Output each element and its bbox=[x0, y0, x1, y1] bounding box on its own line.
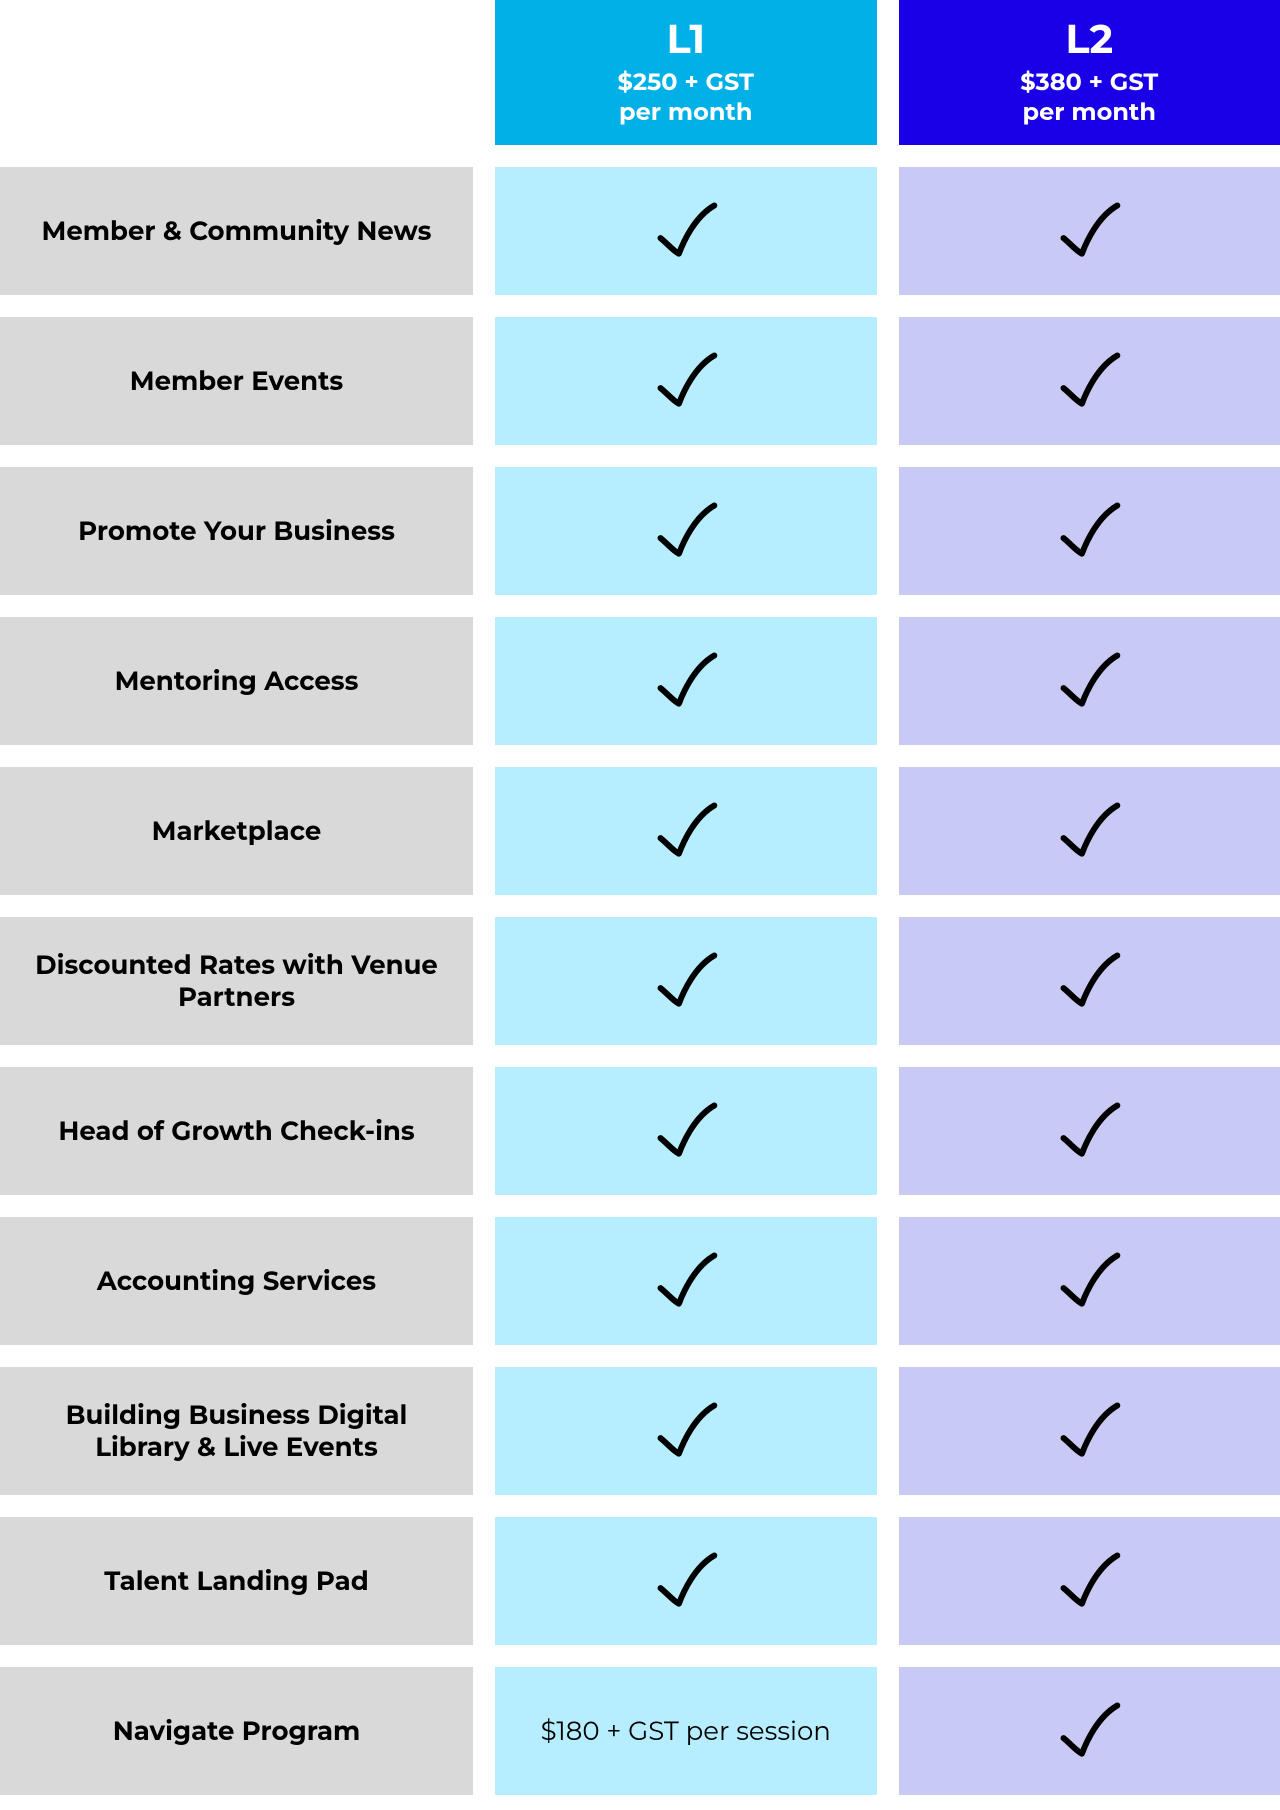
feature-cell-text: $180 + GST per session bbox=[541, 1715, 831, 1748]
check-icon bbox=[1055, 1697, 1123, 1765]
tier-name: L2 bbox=[1065, 18, 1113, 62]
check-icon bbox=[1055, 1247, 1123, 1315]
feature-l2-cell bbox=[899, 1667, 1280, 1795]
check-icon bbox=[1055, 197, 1123, 265]
feature-label: Building Business Digital Library & Live… bbox=[0, 1367, 473, 1495]
check-icon bbox=[1055, 497, 1123, 565]
check-icon bbox=[652, 1547, 720, 1615]
check-icon bbox=[652, 347, 720, 415]
check-icon bbox=[652, 197, 720, 265]
feature-l2-cell bbox=[899, 1367, 1280, 1495]
feature-l1-cell bbox=[495, 917, 877, 1045]
feature-label: Talent Landing Pad bbox=[0, 1517, 473, 1645]
tier-price-line2: per month bbox=[619, 98, 752, 128]
pricing-table: L1$250 + GSTper monthL2$380 + GSTper mon… bbox=[0, 0, 1280, 1795]
feature-l2-cell bbox=[899, 767, 1280, 895]
feature-label: Discounted Rates with Venue Partners bbox=[0, 917, 473, 1045]
check-icon bbox=[652, 947, 720, 1015]
feature-l2-cell bbox=[899, 917, 1280, 1045]
feature-label: Mentoring Access bbox=[0, 617, 473, 745]
tier-price-line2: per month bbox=[1023, 98, 1156, 128]
feature-l2-cell bbox=[899, 167, 1280, 295]
tier-header-l1: L1 $250 + GSTper month bbox=[495, 0, 877, 145]
check-icon bbox=[1055, 647, 1123, 715]
check-icon bbox=[1055, 1397, 1123, 1465]
feature-l2-cell bbox=[899, 617, 1280, 745]
feature-label: Promote Your Business bbox=[0, 467, 473, 595]
feature-l2-cell bbox=[899, 1217, 1280, 1345]
feature-l1-cell bbox=[495, 1217, 877, 1345]
check-icon bbox=[1055, 1097, 1123, 1165]
check-icon bbox=[652, 797, 720, 865]
feature-l1-cell: $180 + GST per session bbox=[495, 1667, 877, 1795]
tier-price-line1: $250 + GST bbox=[618, 68, 754, 98]
check-icon bbox=[652, 1097, 720, 1165]
feature-l1-cell bbox=[495, 467, 877, 595]
feature-label: Head of Growth Check-ins bbox=[0, 1067, 473, 1195]
check-icon bbox=[1055, 347, 1123, 415]
feature-l2-cell bbox=[899, 467, 1280, 595]
check-icon bbox=[1055, 797, 1123, 865]
check-icon bbox=[1055, 1547, 1123, 1615]
feature-l1-cell bbox=[495, 1517, 877, 1645]
feature-l2-cell bbox=[899, 317, 1280, 445]
feature-l2-cell bbox=[899, 1517, 1280, 1645]
feature-l1-cell bbox=[495, 767, 877, 895]
feature-l1-cell bbox=[495, 617, 877, 745]
feature-l1-cell bbox=[495, 1367, 877, 1495]
feature-label: Navigate Program bbox=[0, 1667, 473, 1795]
header-blank bbox=[0, 0, 473, 145]
check-icon bbox=[1055, 947, 1123, 1015]
feature-label: Accounting Services bbox=[0, 1217, 473, 1345]
check-icon bbox=[652, 1247, 720, 1315]
feature-l2-cell bbox=[899, 1067, 1280, 1195]
feature-l1-cell bbox=[495, 317, 877, 445]
feature-label: Member & Community News bbox=[0, 167, 473, 295]
check-icon bbox=[652, 647, 720, 715]
feature-l1-cell bbox=[495, 1067, 877, 1195]
feature-l1-cell bbox=[495, 167, 877, 295]
check-icon bbox=[652, 497, 720, 565]
tier-price-line1: $380 + GST bbox=[1020, 68, 1158, 98]
tier-name: L1 bbox=[667, 18, 706, 62]
check-icon bbox=[652, 1397, 720, 1465]
feature-label: Member Events bbox=[0, 317, 473, 445]
tier-header-l2: L2 $380 + GSTper month bbox=[899, 0, 1280, 145]
feature-label: Marketplace bbox=[0, 767, 473, 895]
